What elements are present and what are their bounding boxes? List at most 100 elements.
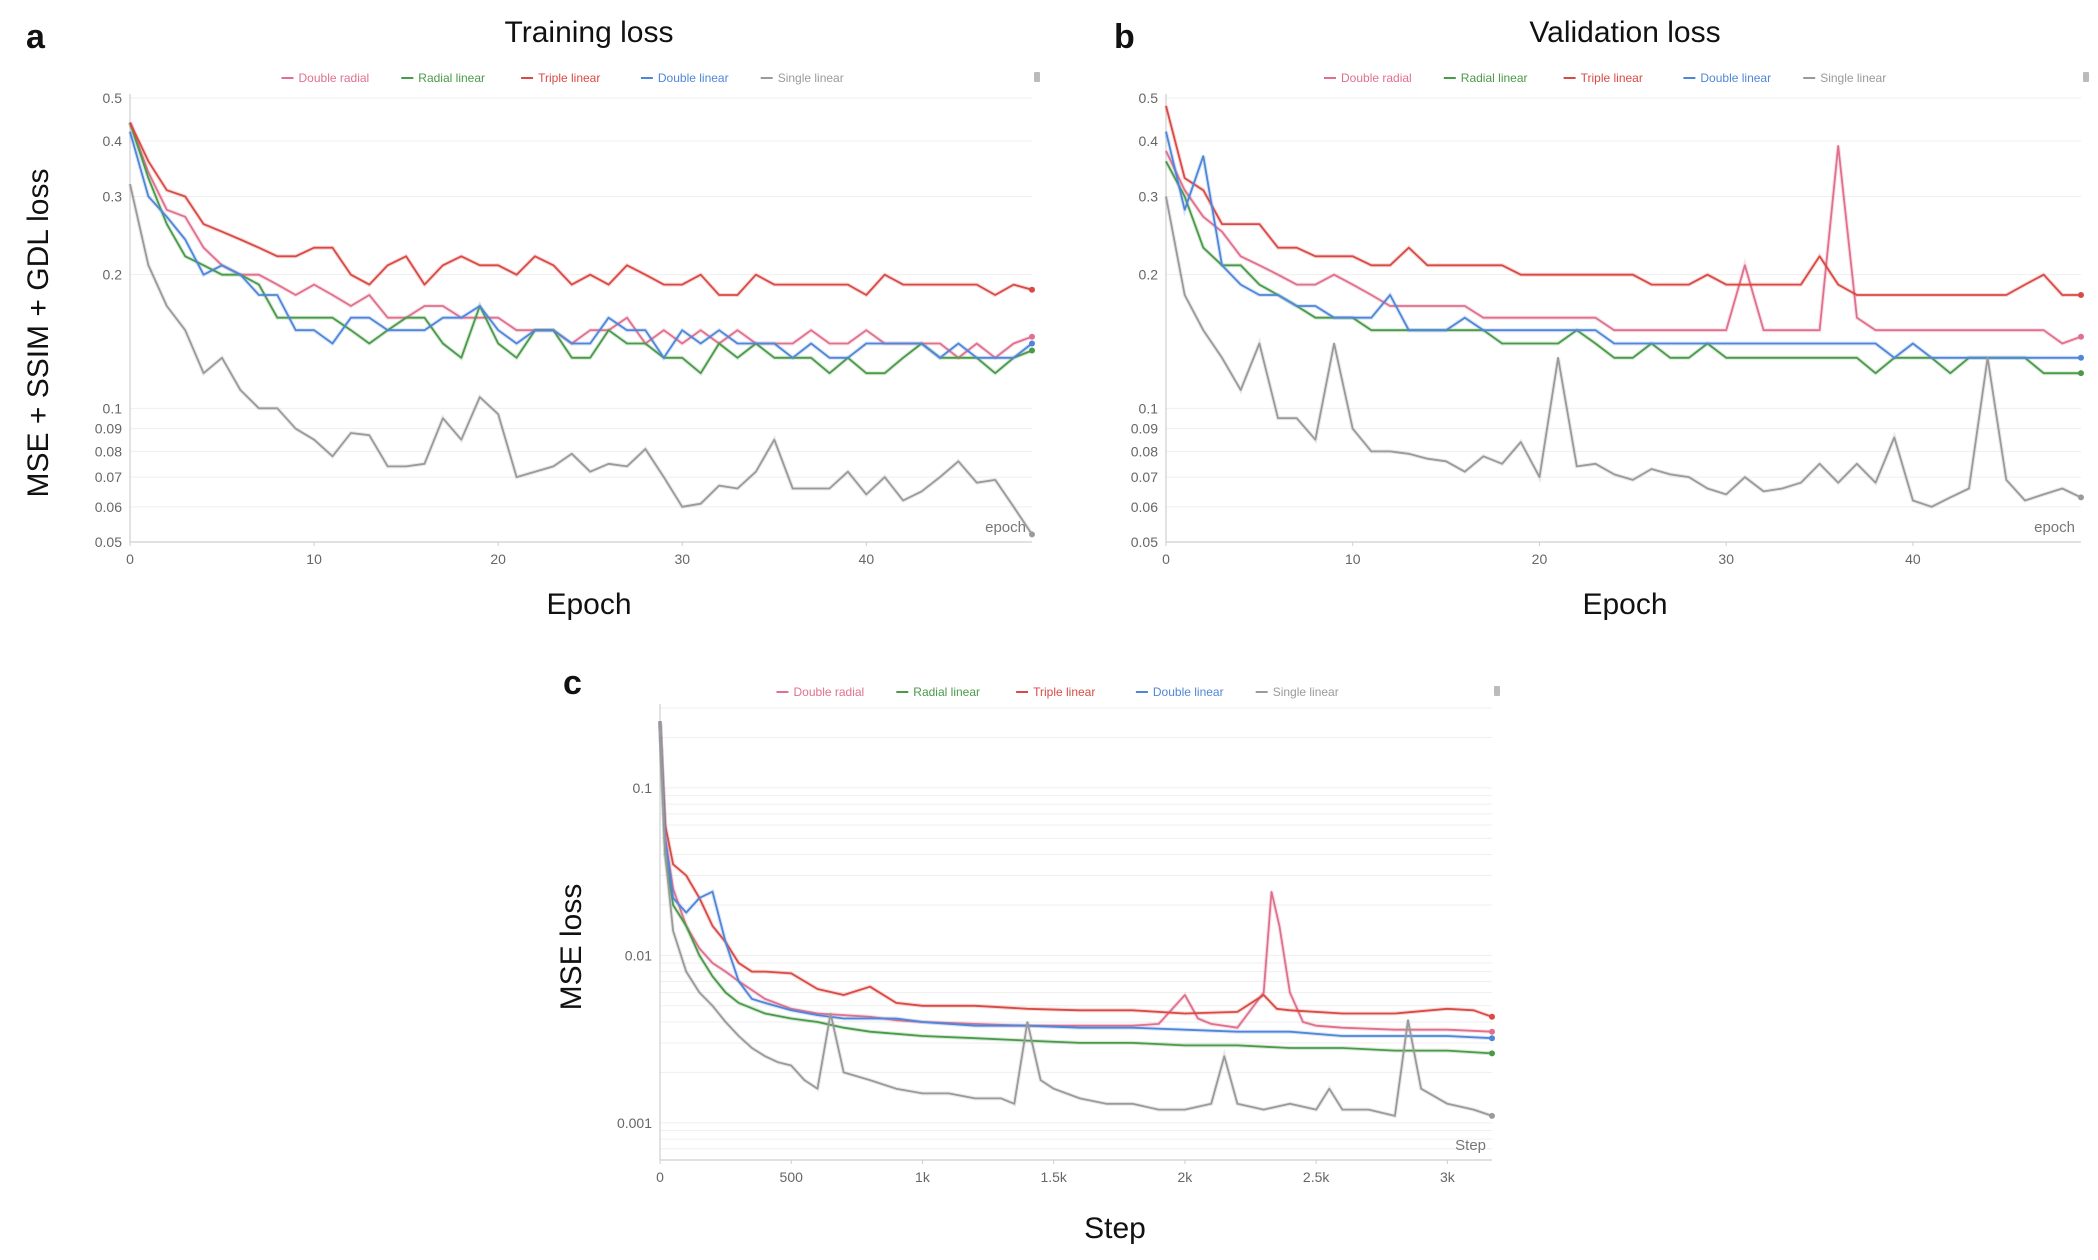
legend-item: Single linear <box>1255 685 1339 699</box>
legend-label: Double linear <box>1153 685 1224 699</box>
legend-label: Triple linear <box>1581 71 1643 85</box>
series-line-triple-linear <box>129 122 1033 296</box>
x-tick-label: 30 <box>1718 551 1734 567</box>
x-tick-label: 0 <box>656 1169 664 1185</box>
x-tick-label: 40 <box>859 551 875 567</box>
x-tick-label: 0 <box>1162 551 1170 567</box>
series-end-point <box>2078 333 2084 340</box>
legend-item: Triple linear <box>521 71 600 85</box>
y-tick-label: 0.2 <box>103 267 123 283</box>
legend-label: Radial linear <box>1461 71 1528 85</box>
legend: Double radial Radial linear Triple linear D… <box>281 71 844 85</box>
legend-label: Radial linear <box>913 685 980 699</box>
x-tick-label: 0 <box>126 551 134 567</box>
y-tick-label: 0.1 <box>633 780 653 796</box>
y-tick-labels: 0.05 0.06 0.07 0.08 0.09 0.1 0.2 0.3 0.4 0.5 <box>95 90 122 550</box>
y-tick-label: 0.5 <box>1139 90 1159 106</box>
menu-handle <box>2083 72 2089 82</box>
y-tick-label: 0.001 <box>617 1115 652 1131</box>
series-end-point <box>2078 494 2084 501</box>
series-end-point <box>1029 347 1035 354</box>
y-tick-label: 0.1 <box>103 400 123 416</box>
y-tick-label: 0.06 <box>95 499 122 515</box>
series-shadow-double-radial <box>1164 145 2082 346</box>
x-tick-label: 20 <box>490 551 506 567</box>
y-tick-label: 0.01 <box>625 947 652 963</box>
y-tick-label: 0.05 <box>1131 534 1158 550</box>
axis-tag: epoch <box>2034 519 2075 536</box>
series-end-point <box>1029 286 1035 293</box>
series-line-radial-linear <box>659 721 1493 1055</box>
series-end-point <box>1489 1050 1495 1057</box>
series-end-point <box>1489 1028 1495 1035</box>
chart-b: 0.05 0.06 0.07 0.08 0.09 0.1 0.2 0.3 0.4 0.5 0 10 20… <box>1131 71 2089 567</box>
series-line-double-radial <box>659 721 1493 1033</box>
series-group <box>128 121 1035 538</box>
x-tick-label: 40 <box>1905 551 1921 567</box>
y-tick-label: 0.07 <box>95 469 122 485</box>
legend-item: Double radial <box>776 685 865 699</box>
legend-item: Single linear <box>1803 71 1886 85</box>
y-tick-label: 0.4 <box>1139 133 1159 149</box>
x-tick-label: 10 <box>1345 551 1361 567</box>
series-line-double-linear <box>659 721 1493 1040</box>
series-line-double-linear <box>1165 131 2081 359</box>
x-tick-label: 1.5k <box>1040 1169 1067 1185</box>
series-group <box>658 721 1495 1119</box>
y-tick-label: 0.09 <box>95 421 122 437</box>
menu-handle <box>1494 686 1500 696</box>
grid-lines <box>130 97 1032 543</box>
legend-label: Triple linear <box>1033 685 1095 699</box>
y-tick-labels: 0.001 0.01 0.1 <box>617 780 652 1131</box>
series-shadow-radial-linear <box>658 721 1493 1056</box>
y-tick-label: 0.08 <box>95 443 122 459</box>
series-end-point <box>1029 333 1035 340</box>
chart-a-title: Training loss <box>504 16 674 49</box>
series-end-point <box>1489 1013 1495 1020</box>
y-tick-label: 0.06 <box>1131 499 1158 515</box>
x-tick-labels: 0 10 20 30 40 <box>126 542 874 567</box>
x-tick-label: 1k <box>915 1169 931 1185</box>
legend-item: Double linear <box>640 71 729 85</box>
legend-label: Radial linear <box>418 71 485 85</box>
legend-item: Double linear <box>1683 71 1771 85</box>
panel-letter-a: a <box>26 18 45 56</box>
series-end-point <box>1029 340 1035 347</box>
chart-c-xlabel: Step <box>1084 1212 1146 1245</box>
series-shadow-double-linear <box>128 131 1034 362</box>
x-tick-label: 30 <box>674 551 690 567</box>
chart-b-title: Validation loss <box>1529 16 1721 49</box>
legend-item: Double radial <box>281 71 369 85</box>
legend-label: Triple linear <box>538 71 600 85</box>
legend-item: Double radial <box>1324 71 1412 85</box>
x-tick-label: 20 <box>1532 551 1548 567</box>
legend-label: Double radial <box>794 685 865 699</box>
y-tick-label: 0.5 <box>103 90 123 106</box>
series-shadow-single-linear <box>1164 196 2082 509</box>
y-tick-label: 0.2 <box>1139 267 1159 283</box>
legend-item: Radial linear <box>1443 71 1528 85</box>
series-end-point <box>1489 1035 1495 1042</box>
legend-item: Triple linear <box>1563 71 1643 85</box>
x-tick-label: 10 <box>306 551 322 567</box>
legend-item: Double linear <box>1135 685 1224 699</box>
series-line-single-linear <box>1165 196 2082 508</box>
menu-handle <box>1034 72 1040 82</box>
x-tick-label: 500 <box>780 1169 804 1185</box>
chart-a: 0.05 0.06 0.07 0.08 0.09 0.1 0.2 0.3 0.4 0.5 0 10 20… <box>95 71 1040 567</box>
y-tick-label: 0.07 <box>1131 469 1158 485</box>
y-tick-label: 0.3 <box>1139 189 1159 205</box>
series-end-point <box>2078 370 2084 377</box>
series-shadow-radial-linear <box>1164 160 2081 376</box>
legend-item: Triple linear <box>1016 685 1095 699</box>
series-line-radial-linear <box>1165 160 2081 375</box>
x-tick-label: 2k <box>1178 1169 1194 1185</box>
y-tick-label: 0.05 <box>95 534 122 550</box>
series-shadow-double-linear <box>658 721 1493 1041</box>
series-group <box>1164 105 2084 509</box>
series-line-radial-linear <box>129 122 1033 375</box>
series-end-point <box>1029 531 1035 538</box>
y-tick-label: 0.08 <box>1131 443 1158 459</box>
series-line-triple-linear <box>659 721 1493 1018</box>
chart-a-ylabel: MSE + SSIM + GDL loss <box>22 168 55 498</box>
